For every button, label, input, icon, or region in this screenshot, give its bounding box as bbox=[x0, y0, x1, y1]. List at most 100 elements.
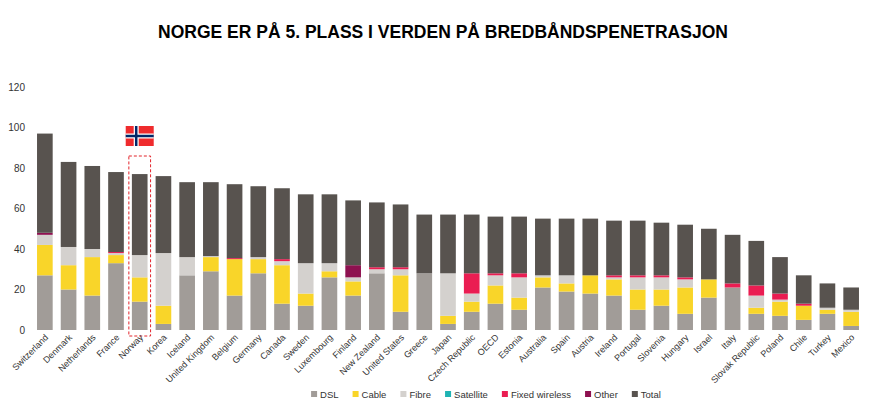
bars bbox=[37, 134, 859, 330]
bar bbox=[654, 223, 670, 276]
bar bbox=[820, 310, 836, 314]
bar bbox=[488, 275, 504, 285]
bar bbox=[37, 233, 53, 235]
chart: NORGE ER PÅ 5. PLASS I VERDEN PÅ BREDBÅN… bbox=[0, 0, 886, 414]
bar bbox=[322, 194, 338, 263]
bar bbox=[369, 269, 385, 273]
y-tick-label: 100 bbox=[8, 122, 25, 133]
legend: DSLCableFibreSatelliteFixed wirelessOthe… bbox=[311, 389, 661, 400]
bar bbox=[440, 215, 456, 274]
bar bbox=[156, 324, 172, 330]
x-tick-label: Czech Republic bbox=[425, 332, 477, 384]
x-tick-label: Australia bbox=[516, 332, 548, 364]
bar bbox=[464, 294, 480, 302]
bar bbox=[488, 285, 504, 303]
bar bbox=[156, 176, 172, 253]
bar bbox=[606, 275, 622, 277]
bar bbox=[440, 324, 456, 330]
x-tick-label: Netherlands bbox=[56, 332, 98, 374]
bar bbox=[535, 219, 551, 276]
bar bbox=[440, 316, 456, 324]
x-axis: SwitzerlandDenmarkNetherlandsFranceNorwa… bbox=[10, 332, 856, 385]
y-tick bbox=[30, 87, 33, 88]
bar bbox=[582, 275, 598, 293]
bar bbox=[108, 252, 124, 253]
bar bbox=[393, 269, 409, 275]
bar bbox=[748, 285, 764, 295]
y-tick-label: 0 bbox=[19, 325, 25, 336]
bar bbox=[322, 277, 338, 330]
bar bbox=[535, 287, 551, 330]
bar bbox=[61, 265, 77, 289]
bar bbox=[772, 316, 788, 330]
legend-swatch bbox=[445, 391, 451, 397]
bar bbox=[701, 298, 717, 330]
bar bbox=[582, 294, 598, 330]
legend-label: Satellite bbox=[454, 389, 488, 400]
bar bbox=[203, 257, 219, 271]
bar bbox=[274, 188, 290, 259]
bar bbox=[677, 225, 693, 278]
y-tick bbox=[30, 249, 33, 250]
bar bbox=[630, 277, 646, 289]
x-tick-label: Chile bbox=[788, 332, 810, 354]
x-tick-label: Norway bbox=[116, 332, 145, 361]
bar bbox=[227, 296, 243, 330]
bar bbox=[535, 275, 551, 277]
bar bbox=[796, 275, 812, 303]
bar bbox=[725, 287, 741, 330]
bar bbox=[725, 235, 741, 284]
bar bbox=[345, 281, 361, 295]
bar bbox=[203, 182, 219, 256]
bar bbox=[132, 255, 148, 277]
y-tick-label: 60 bbox=[14, 203, 26, 214]
legend-label: DSL bbox=[320, 389, 338, 400]
bar bbox=[345, 277, 361, 281]
bar bbox=[37, 134, 53, 233]
bar bbox=[630, 221, 646, 276]
bar bbox=[772, 302, 788, 316]
bar bbox=[369, 273, 385, 330]
bar bbox=[630, 290, 646, 310]
legend-swatch bbox=[353, 391, 359, 397]
bar bbox=[345, 265, 361, 277]
bar bbox=[108, 253, 124, 254]
legend-swatch bbox=[632, 391, 638, 397]
legend-label: Cable bbox=[362, 389, 387, 400]
legend-swatch bbox=[311, 391, 317, 397]
bar bbox=[559, 275, 575, 283]
x-tick-label: Poland bbox=[759, 332, 786, 359]
bar bbox=[84, 249, 100, 257]
bar bbox=[701, 229, 717, 280]
legend-label: Other bbox=[594, 389, 618, 400]
bar bbox=[701, 279, 717, 297]
bar bbox=[37, 275, 53, 330]
bar bbox=[132, 302, 148, 330]
bar bbox=[37, 235, 53, 245]
bar bbox=[464, 215, 480, 274]
legend-swatch bbox=[585, 391, 591, 397]
bar bbox=[559, 283, 575, 291]
bar bbox=[322, 271, 338, 277]
y-tick bbox=[30, 127, 33, 128]
bar bbox=[203, 271, 219, 330]
y-tick bbox=[30, 330, 33, 331]
bar bbox=[227, 259, 243, 260]
bar bbox=[820, 308, 836, 310]
bar bbox=[748, 308, 764, 314]
bar bbox=[61, 162, 77, 247]
bar bbox=[298, 306, 314, 330]
x-tick-label: United States bbox=[361, 332, 407, 378]
bar bbox=[772, 257, 788, 293]
bar bbox=[250, 273, 266, 330]
bar bbox=[772, 294, 788, 300]
y-tick-label: 80 bbox=[14, 163, 26, 174]
bar bbox=[393, 204, 409, 267]
x-tick-label: Mexico bbox=[829, 332, 856, 359]
x-tick-label: Hungary bbox=[659, 332, 690, 363]
legend-label: Fixed wireless bbox=[511, 389, 571, 400]
bar bbox=[108, 172, 124, 252]
bar bbox=[488, 273, 504, 275]
flag bbox=[126, 126, 154, 146]
legend-swatch bbox=[502, 391, 508, 397]
